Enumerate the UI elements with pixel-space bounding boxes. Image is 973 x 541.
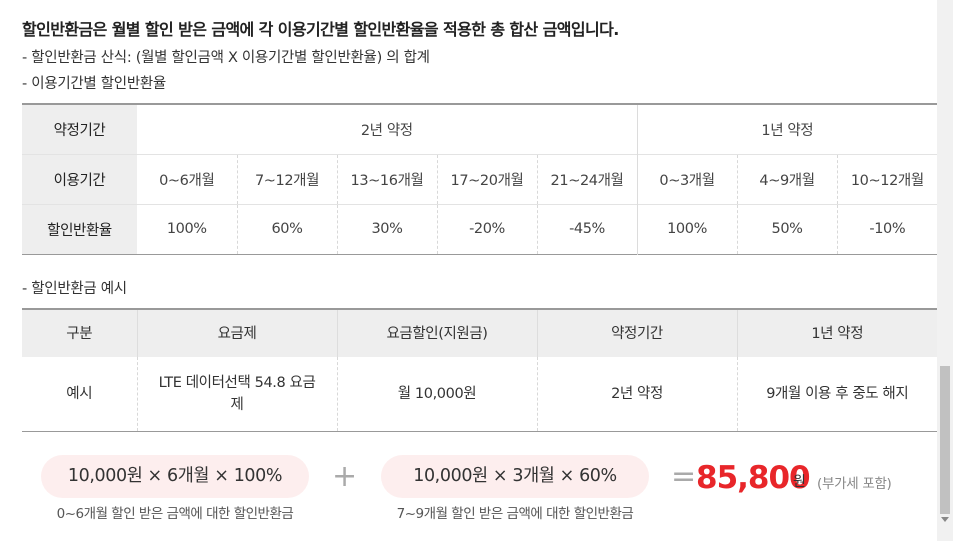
- example-cell: 예시: [66, 385, 93, 402]
- period-cell: 17~20개월: [436, 153, 537, 204]
- example-cell: 9개월 이용 후 중도 해지: [736, 357, 937, 431]
- period-cell: 10~12개월: [836, 153, 938, 204]
- vertical-scrollbar[interactable]: [937, 0, 953, 541]
- example-table: 구분 요금제 요금할인(지원금) 약정기간 1년 약정 예시 LTE 데이터선택…: [22, 308, 937, 432]
- period-cell: 7~12개월: [236, 153, 337, 204]
- rate-cell: -45%: [536, 203, 638, 254]
- period-row: 이용기간 0~6개월 7~12개월 13~16개월 17~20개월 21~24개…: [22, 153, 938, 204]
- example-header-cell: 구분: [66, 325, 93, 342]
- example-header-cell: 약정기간: [536, 309, 737, 357]
- page-headline: 할인반환금은 월별 할인 받은 금액에 각 이용기간별 할인반환율을 적용한 총…: [22, 20, 619, 39]
- vat-note: (부가세 포함): [817, 476, 892, 492]
- example-cell: 2년 약정: [536, 357, 737, 431]
- row-header-period: 이용기간: [22, 153, 137, 204]
- example-cell-plan: LTE 데이터선택 54.8 요금제: [136, 357, 337, 431]
- period-cell: 0~3개월: [636, 153, 738, 204]
- plus-icon: +: [332, 459, 358, 494]
- rate-cell: 50%: [736, 203, 838, 254]
- example-cell: 월 10,000원: [336, 357, 537, 431]
- contract-1yr-label: 1년 약정: [636, 104, 938, 154]
- total-amount: 85,800: [696, 460, 811, 496]
- period-cell: 21~24개월: [536, 153, 638, 204]
- refund-rate-table: 약정기간 2년 약정 1년 약정 이용기간 0~6개월 7~12개월 13~16…: [22, 103, 938, 255]
- rate-cell: 60%: [236, 203, 337, 254]
- total-unit: 원: [793, 474, 806, 490]
- calc-term-2: 10,000원 × 3개월 × 60%: [381, 455, 649, 498]
- scrollbar-thumb[interactable]: [940, 366, 950, 514]
- contract-row: 약정기간 2년 약정 1년 약정: [22, 104, 938, 154]
- equals-icon: =: [671, 459, 697, 494]
- rate-row: 할인반환율 100% 60% 30% -20% -45% 100% 50% -1…: [22, 203, 938, 254]
- example-section-title: - 할인반환금 예시: [22, 281, 127, 297]
- example-header-cell: 요금제: [136, 309, 337, 357]
- example-data-row: 예시 LTE 데이터선택 54.8 요금제 월 10,000원 2년 약정 9개…: [22, 357, 937, 431]
- calc-term-1: 10,000원 × 6개월 × 100%: [41, 455, 309, 498]
- row-header-rate: 할인반환율: [22, 203, 137, 254]
- example-header-cell: 1년 약정: [736, 309, 937, 357]
- rate-section-title: - 이용기간별 할인반환율: [22, 76, 166, 92]
- formula-note: - 할인반환금 산식: (월별 할인금액 X 이용기간별 할인반환율) 의 합계: [22, 50, 430, 66]
- calc-term-1-caption: 0~6개월 할인 받은 금액에 대한 할인반환금: [56, 506, 294, 522]
- rate-cell: 30%: [336, 203, 437, 254]
- scroll-down-arrow-icon[interactable]: [941, 517, 949, 522]
- period-cell: 0~6개월: [137, 153, 237, 204]
- calc-term-2-caption: 7~9개월 할인 받은 금액에 대한 할인반환금: [396, 506, 634, 522]
- rate-cell: -10%: [836, 203, 938, 254]
- example-header-row: 구분 요금제 요금할인(지원금) 약정기간 1년 약정: [22, 309, 937, 357]
- rate-cell: 100%: [137, 203, 237, 254]
- period-cell: 13~16개월: [336, 153, 437, 204]
- rate-cell: -20%: [436, 203, 537, 254]
- rate-cell: 100%: [636, 203, 738, 254]
- row-header-contract: 약정기간: [22, 104, 137, 154]
- period-cell: 4~9개월: [736, 153, 838, 204]
- example-header-cell: 요금할인(지원금): [336, 309, 537, 357]
- contract-2yr-label: 2년 약정: [360, 122, 413, 139]
